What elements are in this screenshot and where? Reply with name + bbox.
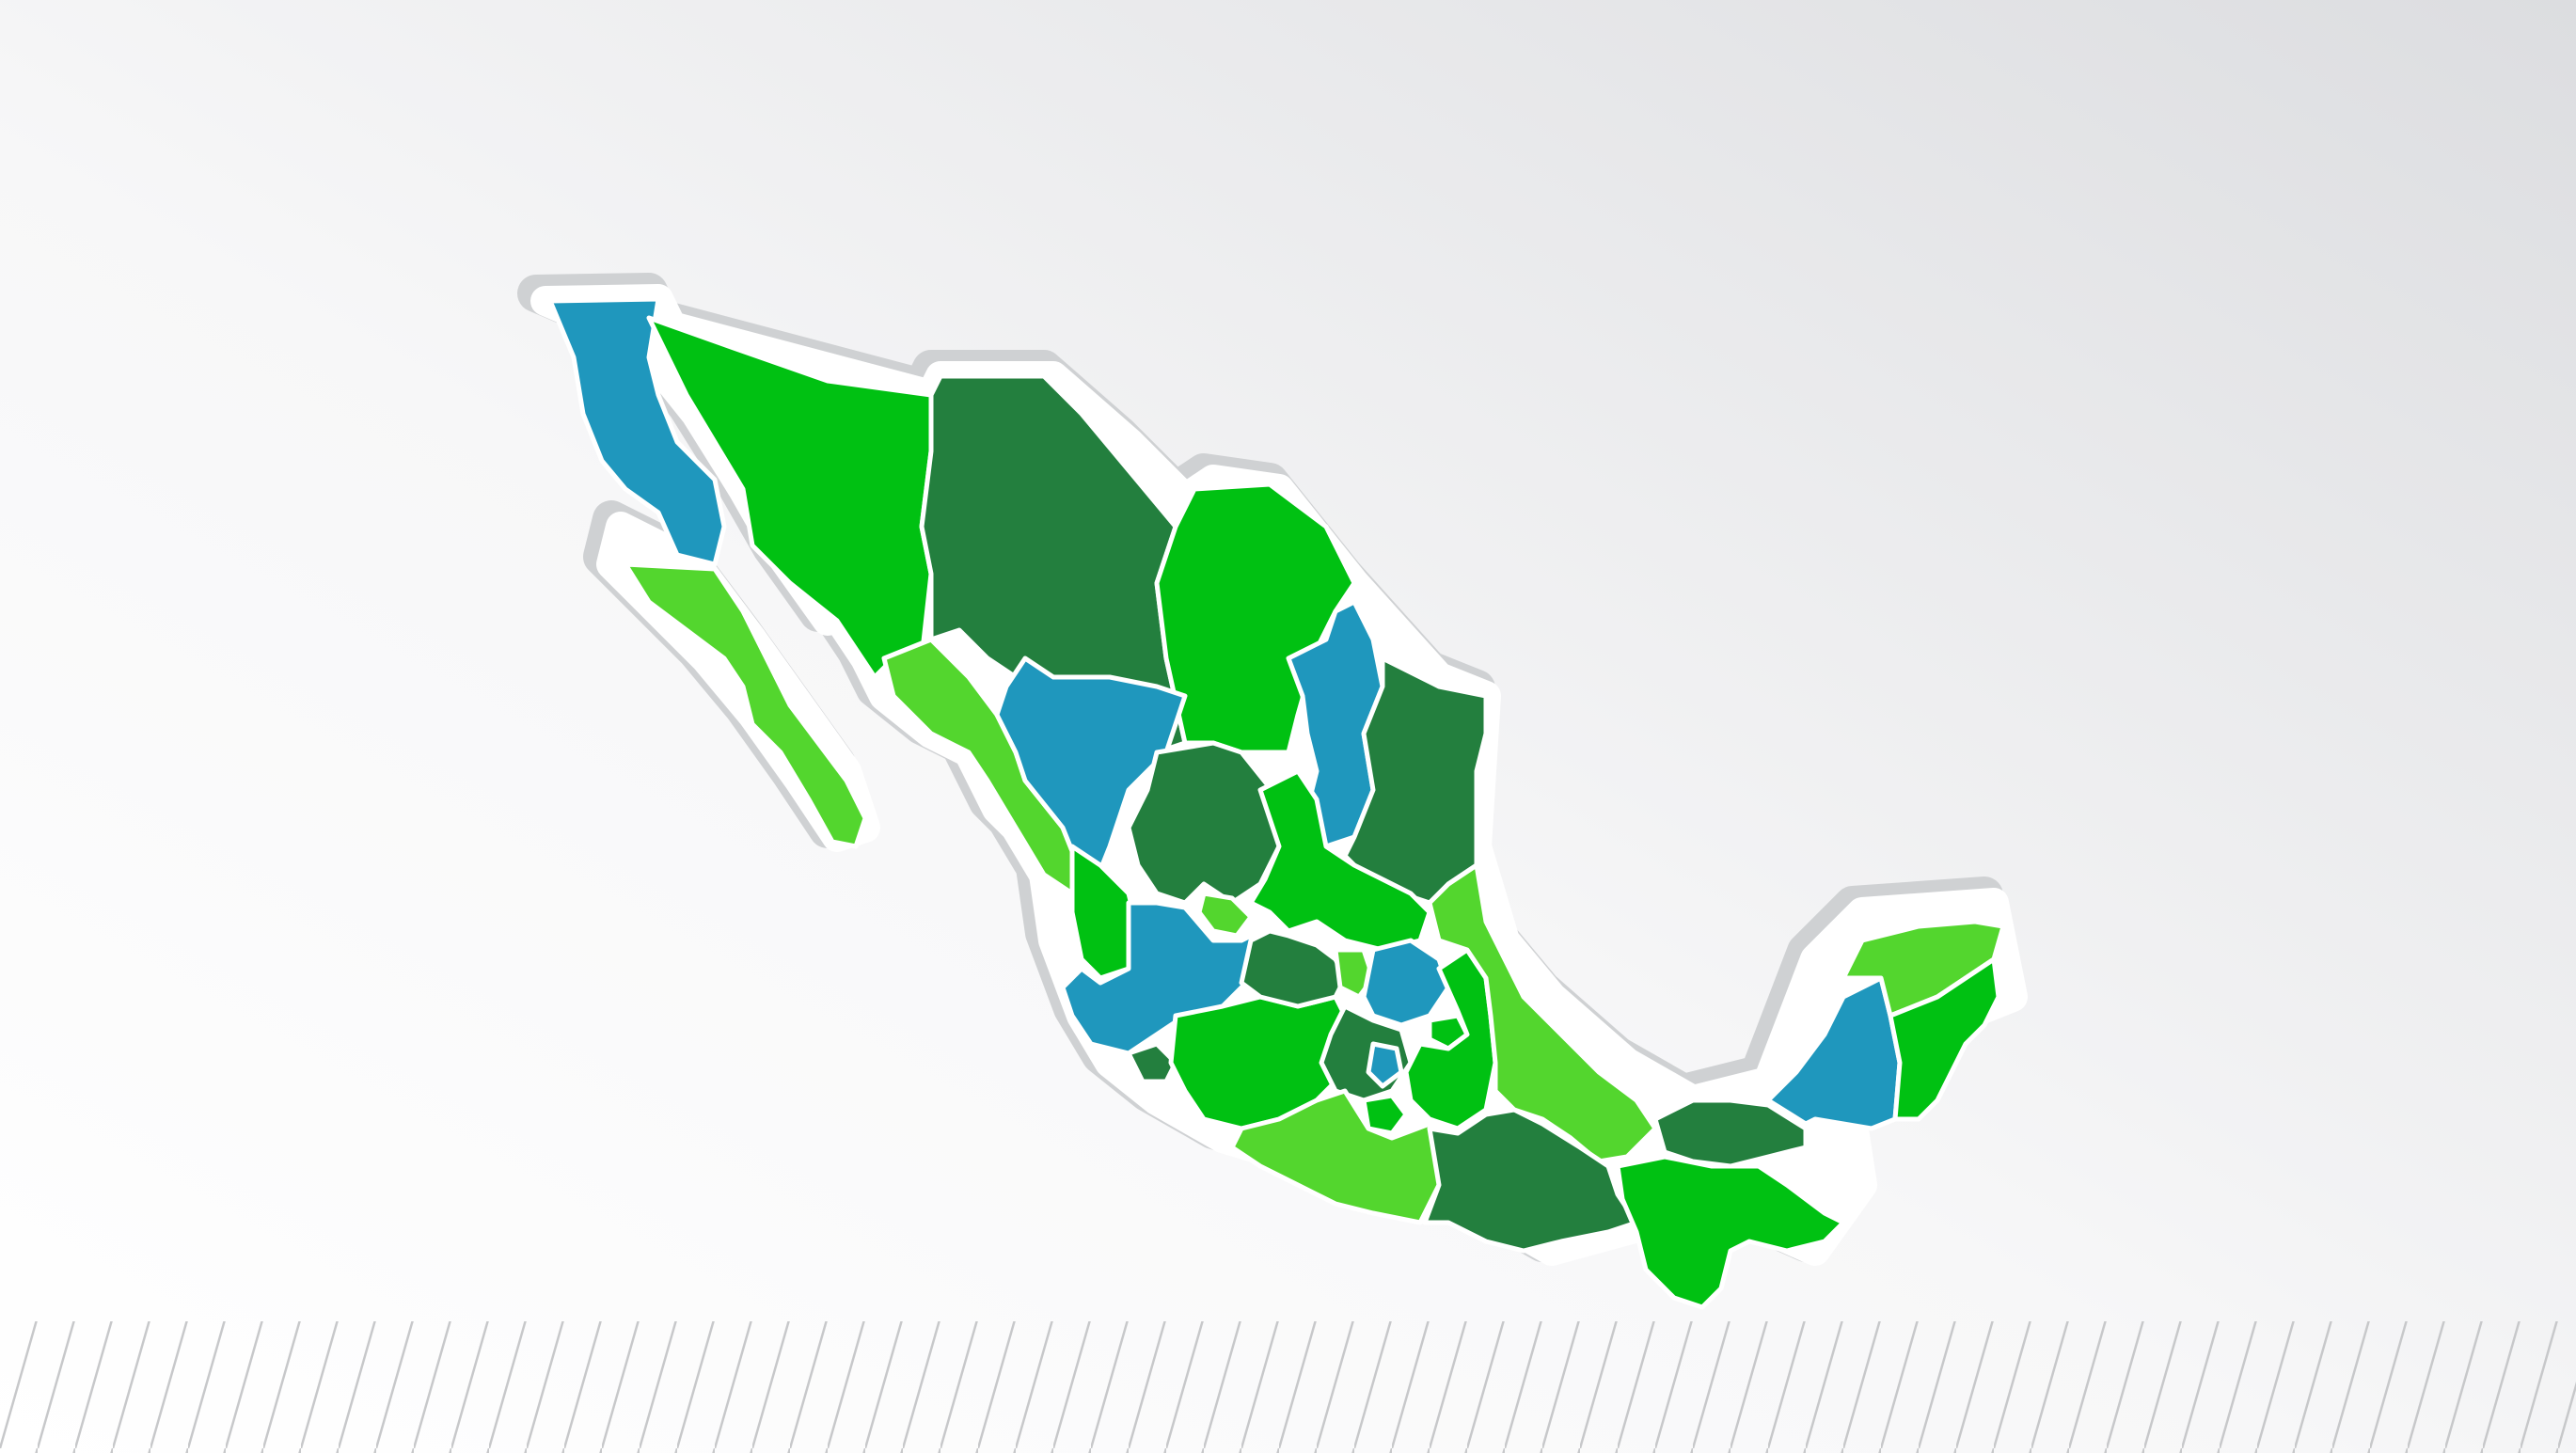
state-quintana-roo	[1888, 956, 2001, 1122]
state-tabasco	[1652, 1098, 1809, 1169]
state-durango	[994, 655, 1188, 896]
state-baja-california	[547, 296, 727, 567]
state-colima	[1126, 1041, 1178, 1084]
state-hidalgo	[1361, 938, 1451, 1028]
state-chiapas	[1615, 1154, 1846, 1310]
state-aguascalientes	[1196, 891, 1254, 939]
state-cdmx	[1366, 1041, 1404, 1089]
state-veracruz	[1427, 862, 1658, 1164]
states-layer	[547, 296, 2006, 1310]
state-baja-california-sur	[623, 561, 868, 849]
hatched-footer-band	[0, 1321, 2576, 1453]
